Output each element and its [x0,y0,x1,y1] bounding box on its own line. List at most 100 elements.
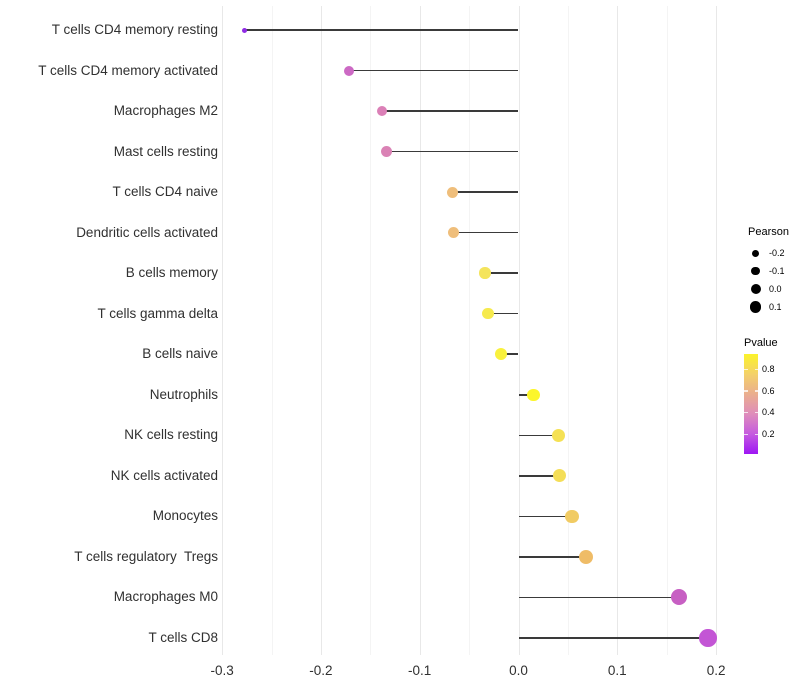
legend-pearson: Pearson -0.2 -0.1 0.0 0.1 [748,226,789,316]
lollipop-dot [380,146,392,158]
lollipop-stem [518,637,709,639]
legend-pearson-entry-label: -0.2 [769,248,785,258]
legend-size-dot-wrap [748,266,763,276]
legend-pearson-entry-label: -0.1 [769,266,785,276]
lollipop-stem [452,191,519,193]
y-axis-label: B cells naive [142,346,218,362]
y-axis-label: Macrophages M2 [113,103,218,119]
lollipop-stem [348,69,519,72]
gridline-major [518,6,520,655]
gridline-minor [370,6,372,655]
y-axis-label: Dendritic cells activated [76,224,218,240]
gridline-minor [469,6,471,655]
colorbar-tick [754,433,758,436]
legend-pearson-entry: 0.1 [748,298,789,316]
colorbar-tick-label: 0.6 [762,385,775,396]
lollipop-stem [487,312,519,315]
y-axis-label: T cells gamma delta [97,305,218,321]
legend-size-dot-wrap [748,301,763,313]
lollipop-dot [565,509,579,524]
x-axis-tick-label: 0.0 [509,663,528,678]
lollipop-stem [518,556,586,558]
gridline-minor [567,6,569,655]
y-axis-label: Macrophages M0 [113,589,218,605]
colorbar-tick [744,368,748,371]
legend-size-dot [750,284,761,294]
lollipop-dot [578,549,593,564]
legend-pearson-title: Pearson [748,226,789,238]
legend-size-dot [751,266,760,276]
lollipop-dot [552,469,566,483]
x-axis-tick-label: -0.2 [309,663,333,678]
x-axis-tick-label: 0.1 [607,663,627,678]
legend-pearson-entry: -0.2 [748,244,789,262]
colorbar-tick [754,411,758,414]
lollipop-dot [551,428,565,442]
gridline-major [716,6,718,655]
lollipop-stem [518,394,534,396]
y-axis-label: T cells CD4 memory resting [51,22,218,37]
colorbar-tick [754,390,758,392]
legend-pvalue: Pvalue 0.8 0.6 0.4 0.2 [744,337,778,454]
y-axis-label: Neutrophils [149,386,218,402]
lollipop-stem [484,272,519,274]
lollipop-stem [518,515,572,518]
gridline-major [419,6,421,655]
y-axis-label: NK cells activated [110,467,218,483]
gridline-minor [666,6,668,655]
legend-pearson-entries: -0.2 -0.1 0.0 0.1 [748,244,789,316]
y-axis-label: Monocytes [152,508,218,524]
colorbar-tick-label: 0.2 [762,428,775,439]
lollipop-stem [453,231,519,234]
x-axis-tick-label: -0.3 [210,663,234,678]
y-axis-label: T cells CD4 naive [112,184,218,200]
lollipop-stem [518,434,559,437]
legend-size-dot [749,301,762,313]
colorbar-tick [744,433,748,436]
colorbar-tick-label: 0.8 [762,363,775,374]
pvalue-colorbar-wrap: 0.8 0.6 0.4 0.2 [744,354,778,454]
colorbar-tick [754,368,758,371]
lollipop-dot [482,307,494,320]
x-axis-tick-label: -0.1 [408,663,432,678]
lollipop-stem [382,110,519,112]
colorbar-tick [744,411,748,414]
pvalue-colorbar [744,354,758,454]
lollipop-dot [376,105,388,117]
lollipop-dot [494,348,507,361]
gridline-major [222,6,224,655]
legend-pearson-entry-label: 0.0 [769,284,782,294]
y-axis-label: T cells regulatory Tregs [74,548,218,564]
lollipop-dot [242,27,248,33]
lollipop-stem [518,596,679,599]
legend-pearson-entry: -0.1 [748,262,789,280]
lollipop-stem [500,353,519,355]
lollipop-dot [527,388,540,402]
lollipop-stem [244,29,519,31]
colorbar-tick-label: 0.4 [762,407,775,418]
y-axis-label: T cells CD8 [148,629,218,645]
x-axis-tick-label: 0.2 [706,663,726,678]
legend-size-dot-wrap [748,249,763,257]
gridline-major [617,6,619,655]
gridline-minor [271,6,273,655]
gridline-major [320,6,322,655]
legend-size-dot [752,249,759,257]
lollipop-stem [518,475,559,477]
legend-pearson-entry-label: 0.1 [769,302,782,312]
lollipop-dot [699,629,717,647]
colorbar-tick [744,390,748,392]
lollipop-dot [479,267,491,279]
lollipop-dot [447,227,459,239]
lollipop-dot [670,589,687,606]
y-axis-label: B cells memory [125,265,218,281]
legend-size-dot-wrap [748,284,763,294]
lollipop-stem [386,150,519,153]
y-axis-label: Mast cells resting [113,143,218,159]
legend-pvalue-title: Pvalue [744,337,778,349]
lollipop-dot [343,65,354,76]
y-axis-label: NK cells resting [124,427,218,443]
lollipop-dot [446,186,458,198]
legend-pearson-entry: 0.0 [748,280,789,298]
